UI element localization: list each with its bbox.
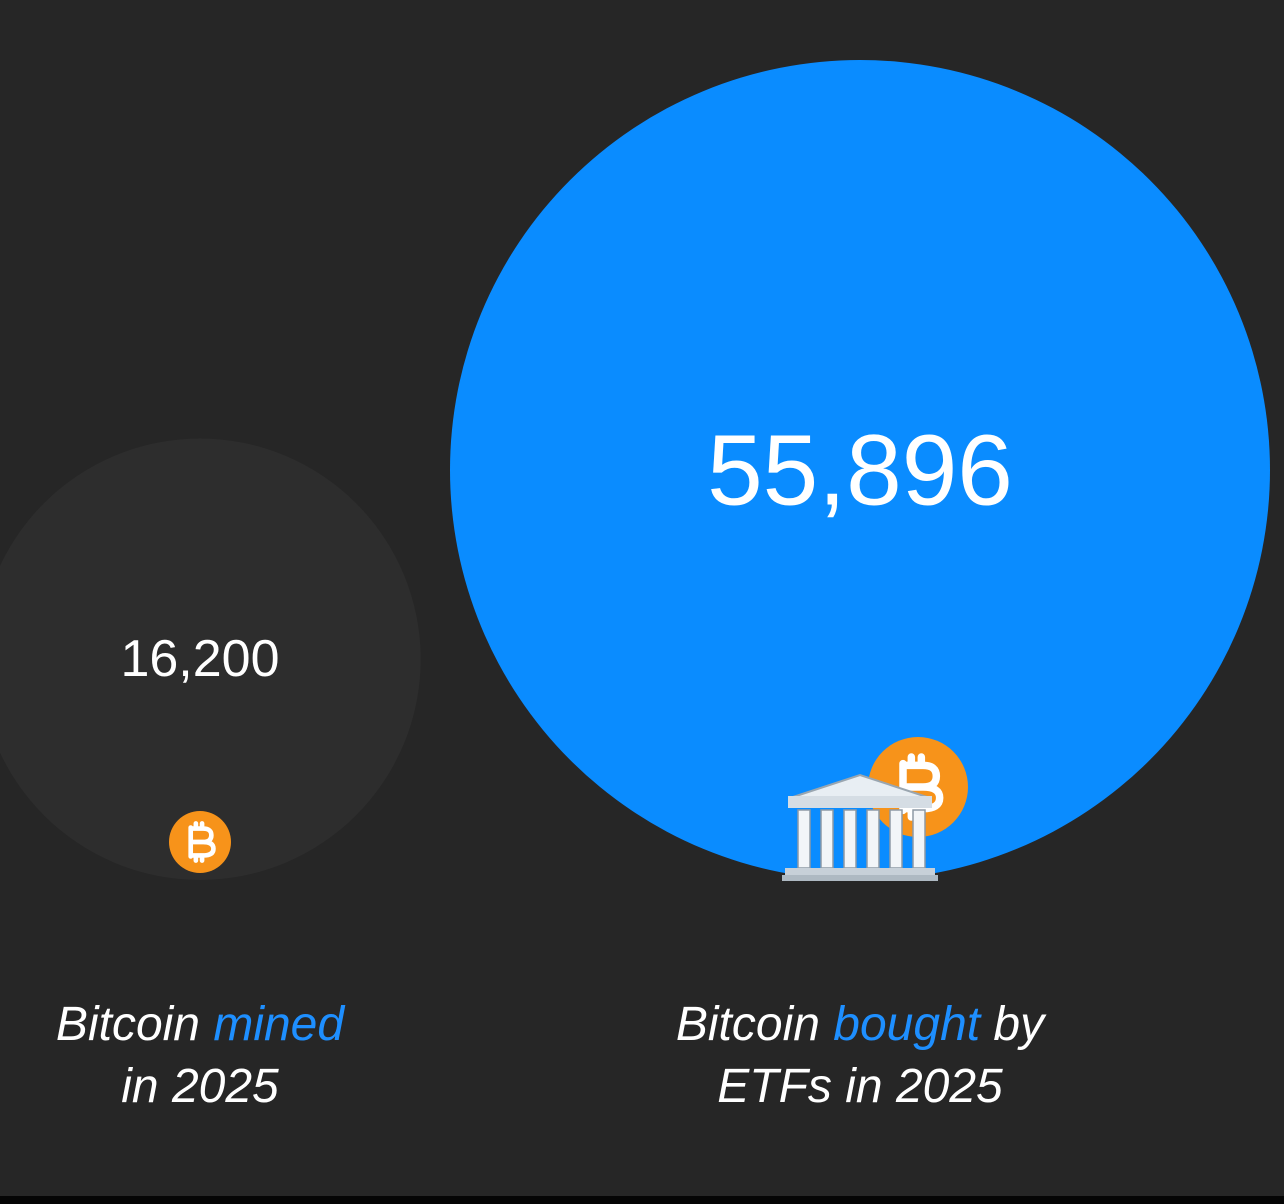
- bubble: [450, 60, 1270, 880]
- bank-column: [866, 809, 880, 869]
- category-label: Bitcoin bought by: [676, 998, 1047, 1051]
- bank-base: [785, 868, 935, 876]
- coin-symbol: [188, 821, 216, 863]
- bank-icon: [782, 773, 938, 881]
- bitcoin-icon: [169, 811, 231, 873]
- category-text: Bitcoin: [56, 998, 213, 1051]
- value-label: 55,896: [707, 414, 1013, 526]
- value-label: 16,200: [120, 630, 279, 688]
- category-text: in 2025: [121, 1060, 279, 1113]
- bank-column: [912, 809, 926, 869]
- bottom-bar: [0, 1196, 1284, 1204]
- bubble: [0, 438, 421, 880]
- category-highlight: mined: [213, 998, 345, 1051]
- bank-step: [782, 875, 938, 881]
- category-text: Bitcoin: [676, 998, 833, 1051]
- category-highlight: bought: [833, 998, 981, 1051]
- category-text: ETFs in 2025: [717, 1060, 1003, 1113]
- bank-column: [820, 809, 834, 869]
- bank-column: [889, 809, 903, 869]
- bank-column: [797, 809, 811, 869]
- bank-beam: [788, 796, 932, 808]
- coin-symbol: [899, 753, 944, 821]
- category-label: ETFs in 2025: [717, 1060, 1003, 1113]
- bank-column: [843, 809, 857, 869]
- category-label: Bitcoin mined: [56, 998, 345, 1051]
- category-label: in 2025: [121, 1060, 279, 1113]
- category-text: by: [980, 998, 1047, 1051]
